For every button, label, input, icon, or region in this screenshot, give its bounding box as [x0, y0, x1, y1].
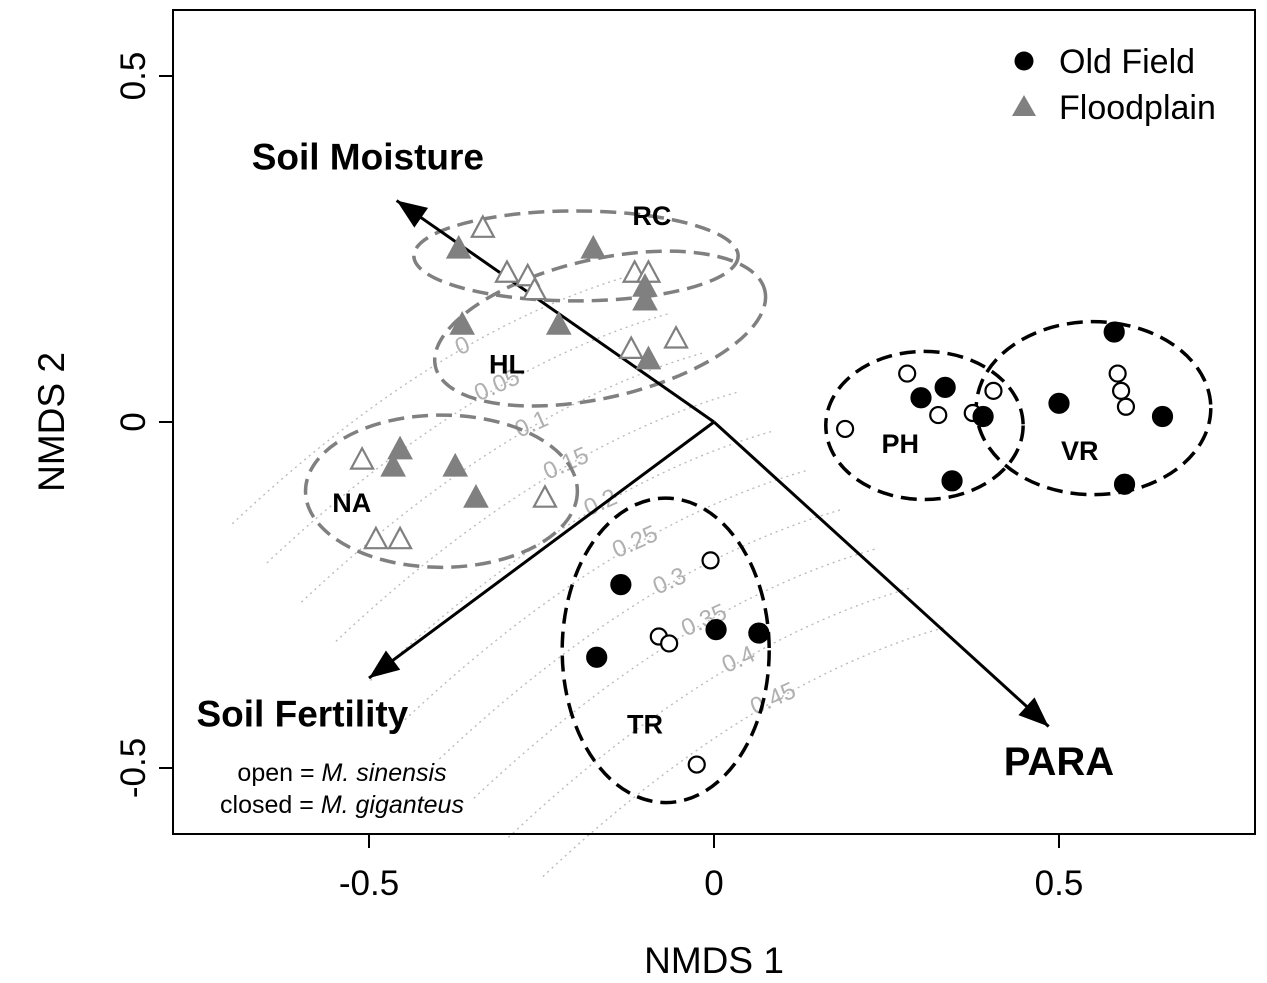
x-tick-label: -0.5: [339, 864, 399, 903]
note-open-prefix: open =: [237, 759, 321, 787]
open-circle-point: [687, 755, 706, 774]
filled-triangle-point: [545, 311, 572, 335]
site-ellipse-tr: [560, 496, 771, 805]
vector-line: [395, 199, 715, 424]
open-triangle-point: [494, 259, 520, 283]
filled-triangle-point: [580, 234, 607, 259]
open-circle-point: [984, 381, 1003, 400]
contour-line: [300, 351, 706, 603]
point-layer: [349, 214, 1174, 774]
contour-line: [335, 390, 740, 642]
filled-circle-point: [1103, 321, 1125, 343]
y-tick-label: 0.5: [114, 52, 153, 101]
filled-triangle-point: [445, 234, 472, 259]
open-triangle-point: [470, 214, 496, 238]
site-label-tr: TR: [627, 709, 663, 739]
open-triangle-point: [349, 445, 375, 470]
axes-layer: NMDS 1 NMDS 2 -0.5 0 0.5 -0.5 0 0.5: [31, 52, 1083, 981]
open-circle-point: [701, 551, 720, 570]
note-line-closed: closed = M. giganteus: [220, 791, 464, 819]
site-ellipse-ph: [824, 349, 1025, 502]
note-closed-prefix: closed =: [220, 791, 321, 819]
y-tick-label: 0: [114, 412, 153, 431]
filled-triangle-point: [387, 435, 413, 460]
filled-triangle-point: [632, 286, 658, 311]
site-label-na: NA: [332, 488, 371, 518]
filled-triangle-point: [442, 452, 469, 477]
site-label-rc: RC: [632, 201, 671, 231]
open-triangle-point: [521, 276, 548, 301]
contour-line: [542, 626, 947, 878]
open-circle-point: [1108, 364, 1127, 383]
open-circle-point: [929, 405, 948, 425]
open-circle-point: [1116, 397, 1136, 416]
vector-arrowhead: [369, 650, 401, 679]
vector-label: Soil Fertility: [197, 693, 409, 734]
contour-line: [507, 586, 913, 838]
vector-arrow-layer: [368, 199, 1050, 728]
legend-triangle-marker: [1012, 95, 1036, 116]
open-triangle-point: [618, 335, 645, 359]
vector-line: [712, 420, 1050, 728]
open-circle-point: [660, 634, 679, 653]
note-open-species: M. sinensis: [322, 759, 447, 787]
site-ellipse-rc: [412, 209, 740, 303]
site-ellipse-layer: [303, 209, 1213, 805]
filled-circle-point: [910, 387, 932, 409]
open-circle-point: [898, 364, 917, 383]
vector-label: Soil Moisture: [252, 136, 484, 177]
contour-line: [266, 312, 671, 564]
filled-circle-point: [610, 574, 632, 596]
contour-line: [438, 508, 844, 760]
contour-line: [369, 430, 775, 682]
filled-circle-point: [586, 646, 608, 668]
vector-arrowhead: [396, 200, 429, 228]
filled-circle-point: [934, 376, 956, 398]
filled-circle-point: [1113, 473, 1136, 495]
filled-circle-point: [941, 470, 963, 492]
legend: Old Field Floodplain: [1012, 43, 1216, 127]
vector-arrowhead: [1018, 697, 1049, 727]
site-ellipse-hl: [432, 249, 768, 408]
open-triangle-point: [532, 484, 558, 508]
vector-label: PARA: [1004, 740, 1114, 784]
note-line-open: open = M. sinensis: [237, 759, 446, 787]
filled-circle-point: [1151, 405, 1174, 428]
filled-circle-point: [972, 405, 994, 428]
open-triangle-point: [387, 525, 413, 550]
contour-line: [473, 547, 878, 799]
legend-circle-marker: [1014, 51, 1034, 71]
x-axis-title: NMDS 1: [644, 940, 784, 981]
filled-circle-point: [748, 622, 770, 644]
legend-label: Old Field: [1059, 43, 1195, 81]
filled-triangle-point: [463, 484, 489, 508]
site-label-vr: VR: [1061, 436, 1099, 466]
open-triangle-point: [363, 525, 389, 550]
x-tick-label: 0.5: [1035, 864, 1084, 903]
label-layer: RC HL NA PH VR TR Soil Moisture Soil Fertility P…: [197, 136, 1115, 784]
site-label-hl: HL: [489, 350, 525, 380]
open-circle-point: [1111, 381, 1131, 400]
filled-circle-point: [1048, 392, 1070, 414]
y-axis-title: NMDS 2: [31, 352, 72, 492]
contour-line: [404, 469, 809, 721]
site-ellipse-na: [303, 413, 580, 570]
open-circle-point: [835, 419, 855, 439]
y-tick-label: -0.5: [114, 738, 153, 798]
x-tick-label: 0: [704, 864, 723, 903]
site-label-ph: PH: [882, 429, 920, 459]
open-triangle-point: [663, 324, 689, 349]
note-closed-species: M. giganteus: [321, 791, 464, 819]
legend-label: Floodplain: [1059, 89, 1216, 127]
filled-triangle-point: [380, 452, 406, 477]
vector-line: [368, 420, 715, 680]
filled-triangle-point: [635, 345, 662, 370]
filled-triangle-point: [449, 311, 475, 335]
filled-circle-point: [705, 618, 727, 641]
